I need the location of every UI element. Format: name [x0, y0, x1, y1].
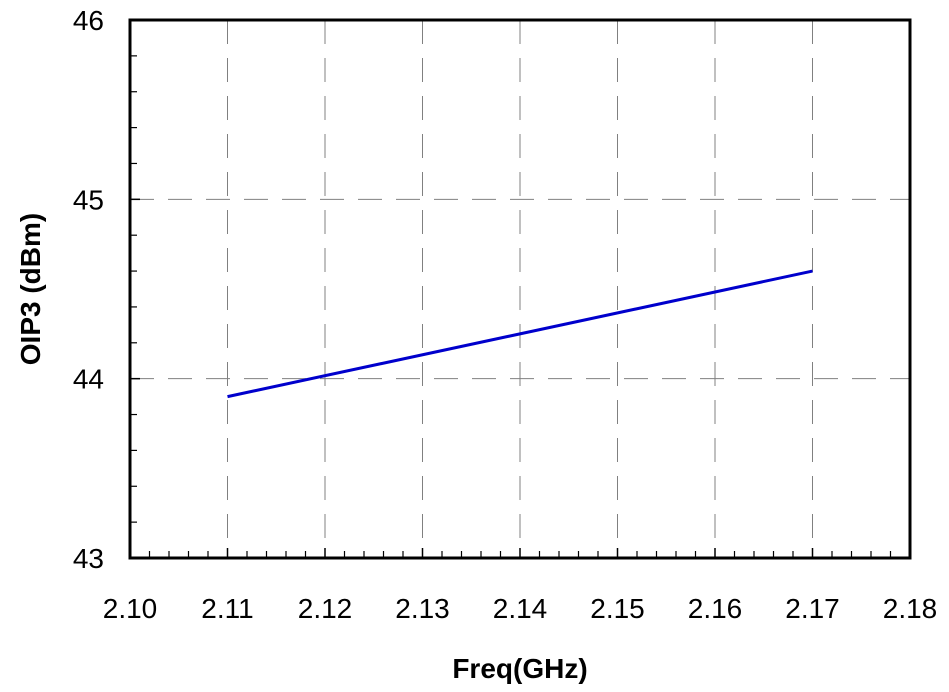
y-tick-label: 43 — [73, 543, 104, 574]
x-tick-label: 2.18 — [883, 593, 938, 624]
x-tick-label: 2.17 — [785, 593, 840, 624]
grid-lines — [130, 20, 910, 558]
x-tick-label: 2.10 — [103, 593, 158, 624]
x-tick-label: 2.14 — [493, 593, 548, 624]
y-tick-label: 44 — [73, 364, 104, 395]
y-axis-title: OIP3 (dBm) — [15, 213, 46, 365]
x-tick-label: 2.11 — [201, 593, 253, 624]
y-tick-label: 46 — [73, 5, 104, 36]
x-axis-title: Freq(GHz) — [452, 653, 587, 684]
x-tick-label: 2.16 — [688, 593, 743, 624]
y-tick-labels: 43 44 45 46 — [73, 5, 104, 574]
x-tick-label: 2.15 — [590, 593, 645, 624]
y-tick-label: 45 — [73, 184, 104, 215]
plot-area-frame — [128, 18, 912, 560]
x-tick-label: 2.12 — [298, 593, 353, 624]
x-tick-labels: 2.10 2.11 2.12 2.13 2.14 2.15 2.16 2.17 2.18 — [103, 593, 938, 624]
series-layer — [227, 269, 813, 399]
series-line — [227, 269, 813, 399]
x-tick-label: 2.13 — [395, 593, 450, 624]
